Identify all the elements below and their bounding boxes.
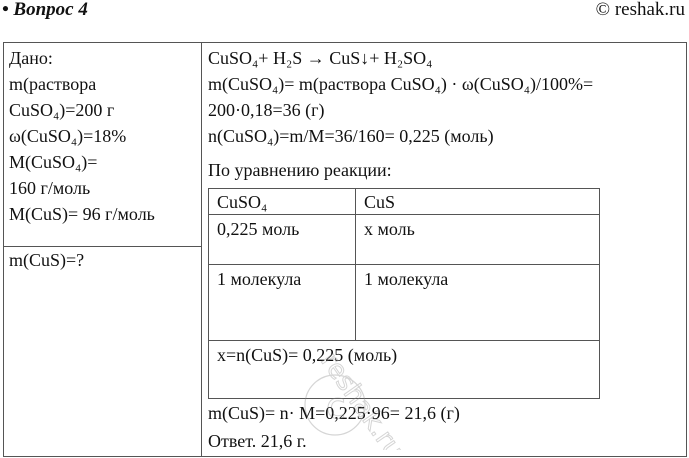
column-divider: [201, 42, 202, 457]
solution-line: По уравнению реакции:: [208, 160, 392, 180]
table-cell: 0,225 моль: [217, 219, 300, 239]
solution-line: m(CuS)= n· M=0,225·96= 21,6 (г): [208, 403, 460, 423]
given-line: m(раствора: [9, 74, 97, 94]
solution-line: 200·0,18=36 (г): [208, 100, 325, 120]
inner-border: [208, 264, 600, 265]
table-header: CuSO₄: [217, 192, 268, 212]
table-border-left: [3, 42, 4, 457]
answer-line: Ответ. 21,6 г.: [208, 431, 307, 451]
question-title: • Вопрос 4: [2, 0, 88, 20]
solution-line: n(CuSO₄)=m/M=36/160= 0,225 (моль): [208, 126, 494, 146]
inner-border: [599, 188, 600, 399]
given-line: 160 г/моль: [9, 178, 91, 198]
inner-border: [208, 214, 600, 215]
table-header: CuS: [364, 192, 396, 212]
table-border-right: [686, 42, 687, 457]
given-line: M(CuSO₄)=: [9, 152, 98, 172]
inner-border: [208, 398, 600, 399]
inner-border: [208, 188, 209, 399]
table-cell: 1 молекула: [217, 269, 302, 289]
table-border-bottom: [3, 456, 687, 457]
inner-border: [208, 340, 600, 341]
table-border-top: [3, 42, 687, 43]
inner-border: [208, 188, 600, 189]
watermark-logo: c reshak.ru: [304, 346, 410, 450]
reaction-equation: CuSO₄+ H₂S → CuS↓+ H₂SO₄: [208, 48, 433, 68]
svg-text:c: c: [326, 386, 346, 427]
given-line: Дано:: [9, 48, 53, 68]
inner-border: [355, 188, 356, 340]
given-line: M(CuS)= 96 г/моль: [9, 204, 155, 224]
solution-line: m(CuSO₄)= m(раствора CuSO₄) · ω(CuSO₄)/1…: [208, 74, 594, 94]
given-line: CuSO₄)=200 г: [9, 100, 115, 120]
table-cell: x моль: [364, 219, 415, 239]
table-cell: 1 молекула: [364, 269, 449, 289]
find-line: m(CuS)=?: [9, 250, 85, 270]
table-result: x=n(CuS)= 0,225 (моль): [217, 345, 398, 365]
given-line: ω(CuSO₄)=18%: [9, 126, 127, 146]
given-find-divider: [3, 246, 201, 247]
copyright: © reshak.ru: [595, 0, 685, 20]
